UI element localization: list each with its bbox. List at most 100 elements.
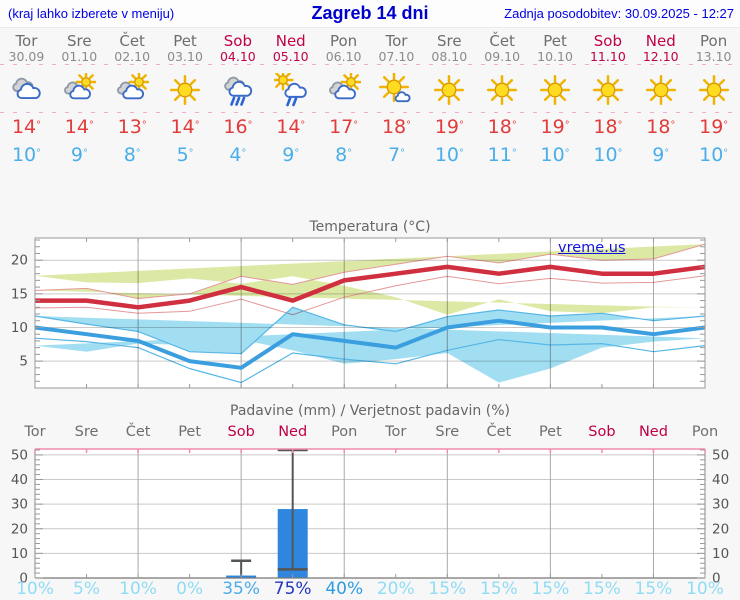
precip-y-tick-label: 20 bbox=[712, 521, 729, 537]
precip-day-label: Čet bbox=[486, 424, 512, 440]
sun-small-cloud-icon bbox=[379, 71, 411, 103]
precip-day-label: Sre bbox=[74, 424, 99, 440]
precip-probability: 5% bbox=[73, 579, 101, 599]
day-date: 05.10 bbox=[272, 48, 309, 64]
precip-y-tick-label: 10 bbox=[712, 546, 729, 562]
sun-cloud-icon bbox=[64, 71, 97, 100]
precip-probability: 15% bbox=[531, 579, 570, 599]
precip-y-tick-label: 50 bbox=[11, 447, 28, 463]
precip-y-tick-label: 30 bbox=[11, 497, 28, 513]
day-date: 02.10 bbox=[114, 48, 151, 64]
temp-y-tick-label: 5 bbox=[19, 354, 28, 370]
forecast-high-temp-row: 14° 14° 13° 14° 16° 14° 17° 18° 19° 18° 19° 18° 18° 1… bbox=[0, 116, 740, 138]
precip-y-tick-label: 0 bbox=[19, 571, 28, 585]
day-date: 13.10 bbox=[695, 48, 732, 64]
low-temp: 10° bbox=[11, 144, 41, 166]
low-temp: 7° bbox=[388, 144, 405, 166]
high-temp: 18° bbox=[381, 116, 411, 138]
low-temp: 10° bbox=[540, 144, 570, 166]
high-temp: 14° bbox=[276, 116, 306, 138]
high-temp: 14° bbox=[170, 116, 200, 138]
row-separator bbox=[0, 64, 740, 65]
day-icon-cell bbox=[581, 73, 634, 111]
day-column-header: Pet 10.10 bbox=[529, 33, 582, 64]
temperature-chart-title: Temperatura (°C) bbox=[309, 219, 431, 235]
day-icon-cell bbox=[529, 73, 582, 111]
day-name: Sob bbox=[223, 32, 252, 50]
low-temp: 8° bbox=[123, 144, 141, 166]
precip-y-tick-label: 40 bbox=[11, 472, 28, 488]
precip-probability: 10% bbox=[16, 579, 54, 599]
day-icon-cell bbox=[687, 73, 740, 111]
forecast-low-temp-row: 10° 9° 8° 5° 4° 9° 8° 7° 10° 11° 10° 10° 9° 10° bbox=[0, 144, 740, 166]
sun-cloud-icon bbox=[117, 71, 150, 100]
precipitation-chart: 0 0 10 10 20 20 30 30 40 40 50 50 bbox=[11, 447, 729, 585]
day-column-header: Tor 30.09 bbox=[0, 33, 53, 64]
day-icon-cell bbox=[106, 71, 159, 111]
precip-y-tick-label: 10 bbox=[11, 546, 28, 562]
day-column-header: Pet 03.10 bbox=[159, 33, 212, 64]
precip-day-label: Tor bbox=[24, 424, 46, 440]
location-hint: (kraj lahko izberete v meniju) bbox=[8, 6, 175, 21]
precip-probability: 10% bbox=[686, 579, 724, 599]
day-column-header: Sre 08.10 bbox=[423, 33, 476, 64]
day-date: 08.10 bbox=[431, 48, 468, 64]
high-temp: 14° bbox=[64, 116, 94, 138]
day-name: Sre bbox=[66, 32, 92, 50]
precip-probability-row: 10% 5% 10% 0% 35% 75% 40% 20% 15% 15% 15% 15% 15% 10% bbox=[0, 579, 740, 600]
precip-probability: 0% bbox=[176, 579, 204, 599]
precip-probability: 15% bbox=[634, 579, 673, 599]
precip-day-label: Sob bbox=[227, 424, 255, 440]
temp-y-tick-label: 10 bbox=[11, 320, 28, 336]
temp-y-tick-label: 15 bbox=[11, 286, 28, 302]
precip-day-label: Pet bbox=[178, 424, 202, 440]
sunny-icon bbox=[698, 74, 729, 106]
precip-day-labels-row: Tor Sre Čet Pet Sob Ned Pon Tor Sre Čet Pet Sob Ned P… bbox=[0, 424, 740, 443]
precip-day-label: Pon bbox=[691, 424, 719, 440]
precip-probability: 15% bbox=[583, 579, 621, 599]
day-date: 30.09 bbox=[8, 48, 45, 64]
precip-y-tick-label: 20 bbox=[11, 521, 28, 537]
day-name: Ned bbox=[275, 32, 306, 50]
precip-y-tick-label: 30 bbox=[712, 497, 729, 513]
precip-y-tick-label: 50 bbox=[712, 447, 729, 463]
precip-probability: 75% bbox=[273, 579, 312, 599]
sun-rain-icon bbox=[272, 69, 307, 107]
day-icon-cell bbox=[53, 71, 106, 111]
day-column-header: Sob 04.10 bbox=[211, 33, 264, 64]
low-temp: 9° bbox=[652, 144, 670, 166]
day-column-header: Sre 01.10 bbox=[53, 33, 106, 64]
rain-icon bbox=[224, 76, 252, 106]
day-name: Sre bbox=[437, 32, 462, 50]
low-temp: 9° bbox=[70, 144, 88, 166]
precip-y-tick-label: 0 bbox=[712, 571, 721, 585]
forecast-icons-row bbox=[0, 69, 740, 111]
precip-probability: 20% bbox=[376, 579, 415, 599]
low-temp: 8° bbox=[335, 144, 353, 166]
precip-probability: 15% bbox=[479, 579, 518, 599]
day-date: 07.10 bbox=[378, 48, 415, 64]
day-icon-cell bbox=[159, 73, 212, 111]
precip-day-label: Sre bbox=[435, 424, 460, 440]
low-temp: 10° bbox=[699, 144, 729, 166]
day-name: Tor bbox=[15, 32, 38, 50]
day-name: Pet bbox=[173, 32, 197, 50]
day-date: 10.10 bbox=[537, 48, 573, 64]
day-column-header: Čet 02.10 bbox=[106, 33, 159, 64]
sun-cloud-icon bbox=[328, 71, 362, 100]
low-temp-line bbox=[34, 318, 706, 370]
watermark-link[interactable]: vreme.us bbox=[558, 240, 626, 256]
high-temp: 19° bbox=[699, 116, 729, 138]
day-column-header: Ned 05.10 bbox=[264, 33, 317, 64]
day-icon-cell bbox=[317, 71, 370, 111]
precipitation-chart-title: Padavine (mm) / Verjetnost padavin (%) bbox=[230, 403, 510, 419]
low-temp: 10° bbox=[434, 144, 464, 166]
temp-y-tick-label: 20 bbox=[11, 253, 28, 269]
sunny-icon bbox=[645, 74, 676, 106]
temperature-chart: 5 10 15 20 bbox=[11, 237, 706, 389]
high-temp-line bbox=[35, 264, 706, 310]
high-temp: 18° bbox=[646, 116, 676, 138]
day-date: 04.10 bbox=[219, 48, 256, 64]
sunny-icon bbox=[487, 74, 518, 106]
